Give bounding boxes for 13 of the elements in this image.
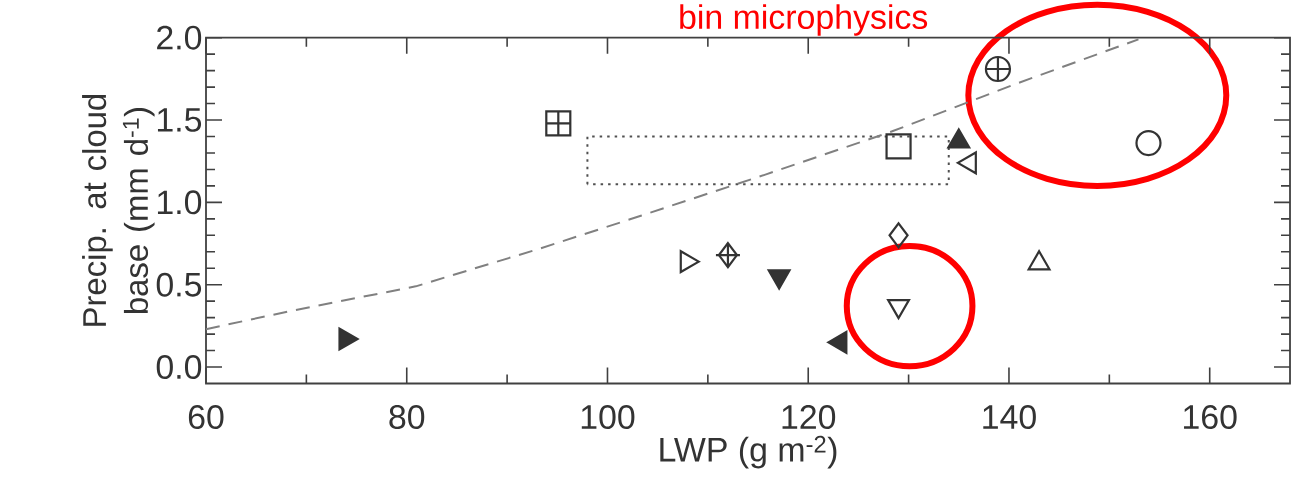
x-tick-label: 100: [581, 405, 635, 429]
text: bin microphysics: [680, 4, 928, 36]
y-tick-label: 0.5: [156, 272, 202, 297]
y-tick-label: 2.0: [157, 25, 202, 50]
x-tick-label: 60: [188, 405, 224, 429]
x-tick-label: 140: [983, 405, 1036, 429]
x-tick-label: 120: [782, 405, 836, 429]
y-tick-label: 1.0: [157, 190, 202, 215]
x-tick-label: 160: [1184, 405, 1237, 429]
x-tick-label: 80: [389, 405, 425, 429]
y-tick-label: 0.0: [156, 355, 202, 380]
x-axis-title: LWP (g m$^{-2}$): [660, 435, 837, 469]
y-tick-label: 1.5: [157, 108, 202, 132]
